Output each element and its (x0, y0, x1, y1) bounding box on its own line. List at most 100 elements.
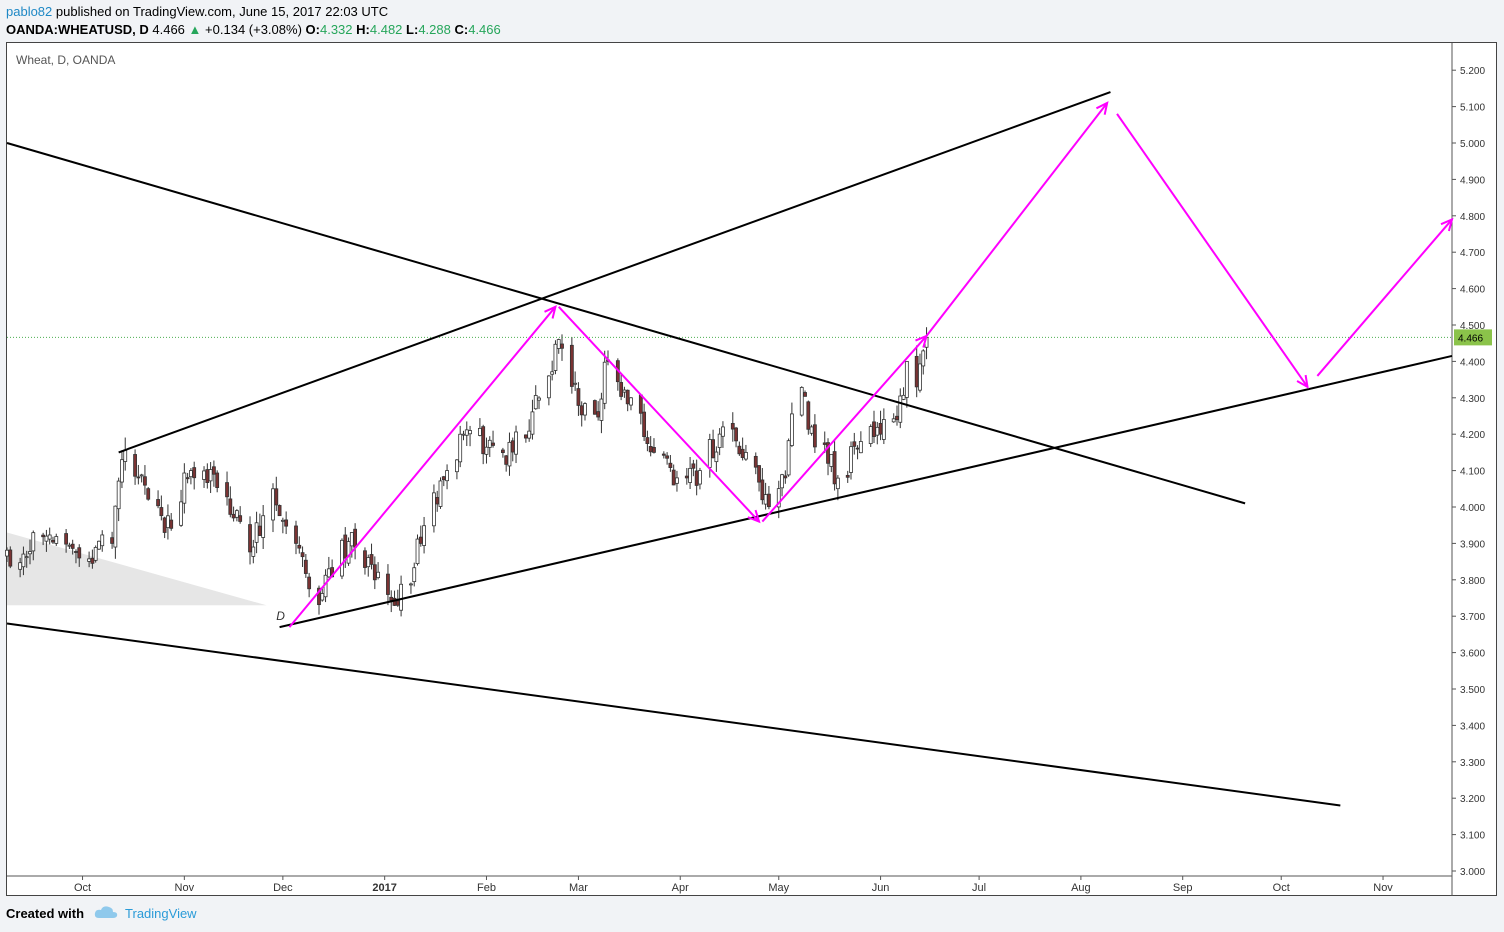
chart-frame[interactable] (6, 42, 1497, 896)
candle-body (340, 539, 344, 577)
projection-arrowhead (544, 305, 557, 319)
candle (97, 540, 101, 550)
candle-body (238, 515, 243, 522)
x-tick-label: Mar (569, 882, 588, 894)
candle (409, 582, 413, 594)
candle-body (504, 455, 509, 465)
y-tick-label: 5.100 (1460, 103, 1485, 114)
candle (67, 542, 72, 549)
candle (648, 436, 653, 457)
candle-body (139, 474, 144, 477)
candle-body (527, 430, 532, 439)
candle (789, 402, 794, 448)
candle (346, 537, 351, 566)
candle (514, 425, 518, 464)
author-link[interactable]: pablo82 (6, 4, 53, 19)
candle (294, 520, 298, 555)
candle-body (638, 394, 643, 414)
candle-body (629, 397, 633, 406)
candle-body (307, 576, 312, 590)
candle-body (418, 536, 423, 544)
candle-body (162, 517, 167, 533)
candle (812, 414, 817, 453)
candle (868, 424, 873, 447)
y-tick-label: 4.800 (1460, 212, 1485, 223)
x-tick-label: Oct (74, 882, 91, 894)
candle-body (464, 429, 469, 436)
candle-body (18, 562, 23, 570)
candle (179, 489, 183, 527)
candle-body (573, 382, 578, 385)
candle-body (445, 470, 449, 482)
candle (24, 550, 29, 568)
candle-body (228, 498, 233, 515)
candle-body (688, 467, 692, 483)
candle (432, 484, 436, 533)
candle-body (185, 477, 190, 480)
tradingview-brand[interactable]: TradingView (125, 906, 197, 921)
candle-body (169, 519, 174, 529)
candle-body (579, 405, 584, 416)
x-tick-label: Nov (1373, 882, 1393, 894)
candle-body (192, 467, 197, 479)
candle-body (435, 497, 440, 505)
candle-body (901, 394, 906, 400)
candle (904, 360, 909, 408)
candle (110, 531, 114, 549)
candle-body (441, 476, 446, 481)
candle (422, 516, 426, 554)
price-change: +0.134 (+3.08%) (205, 22, 302, 37)
candle-body (806, 401, 811, 430)
x-tick-label: Sep (1173, 882, 1193, 894)
candle-body (116, 480, 121, 510)
pattern-shading (7, 532, 267, 606)
candle-body (753, 455, 758, 468)
candle-body (533, 395, 538, 410)
candle-body (156, 499, 160, 507)
low-label: L: (406, 22, 419, 37)
candle (211, 460, 216, 487)
candle-body (123, 449, 128, 462)
candle (579, 401, 584, 427)
candle-body (409, 583, 413, 586)
open-value: 4.332 (319, 22, 353, 37)
candle-body (872, 421, 876, 437)
candle-body (369, 554, 374, 565)
candle-body (530, 411, 535, 435)
candle-body (881, 419, 886, 440)
candle-body (120, 459, 124, 483)
candle (694, 459, 699, 496)
candle-body (510, 440, 515, 453)
candle-body (87, 558, 92, 562)
up-triangle-icon: ▲ (188, 22, 202, 37)
candle (31, 530, 36, 561)
candle-body (159, 507, 164, 517)
candle (717, 428, 722, 456)
x-tick-label: Jun (872, 882, 890, 894)
candle (441, 475, 446, 487)
candle (280, 517, 285, 534)
candle-body (458, 433, 463, 463)
candle (159, 495, 164, 521)
candle (100, 530, 105, 552)
candle (455, 459, 459, 480)
candle-body (744, 451, 748, 460)
candle-body (730, 423, 735, 430)
x-tick-label: Jul (972, 882, 986, 894)
candle-body (211, 466, 216, 475)
candle (730, 412, 735, 442)
candle-body (77, 547, 82, 559)
y-tick-label: 3.800 (1460, 576, 1485, 587)
candle-body (760, 479, 765, 501)
candle-body (234, 510, 239, 518)
candle-body (353, 528, 358, 548)
candle-body (136, 476, 141, 479)
candle (832, 439, 837, 491)
candle-body (642, 411, 647, 437)
candle-body (737, 445, 742, 455)
candle-body (376, 571, 381, 579)
candle-body (921, 350, 926, 367)
candle (284, 511, 289, 535)
candle-body (274, 488, 279, 506)
